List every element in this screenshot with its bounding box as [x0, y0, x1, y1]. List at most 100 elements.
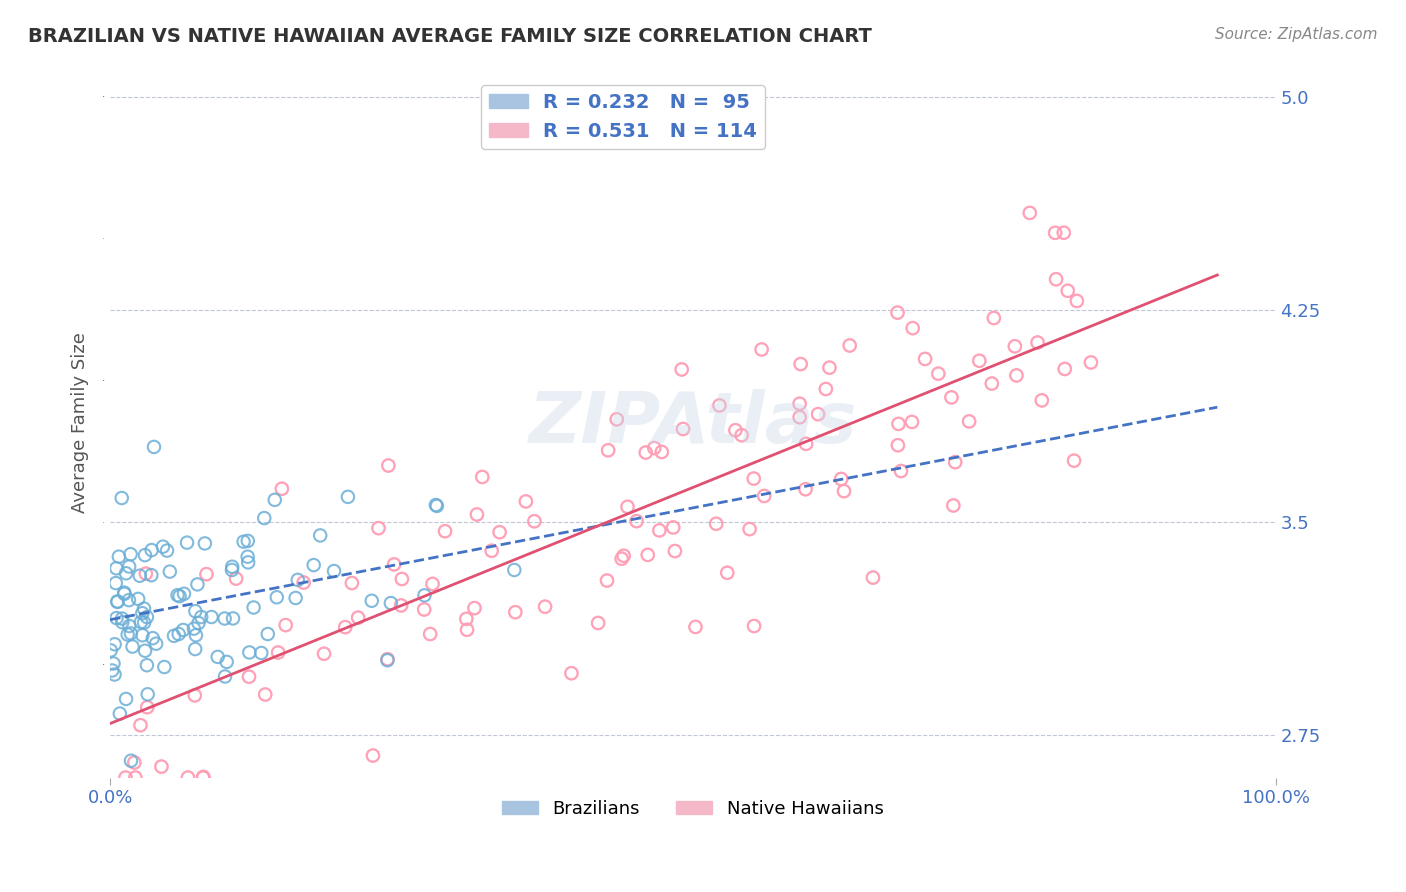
Point [505, 605, 527, 619]
Point [108, 706, 131, 721]
Point [426, 499, 449, 513]
Point [980, 376, 1002, 391]
Point [145, 637, 167, 651]
Point [1026, 335, 1049, 350]
Point [598, 443, 620, 458]
Point [488, 525, 510, 540]
Point [942, 499, 965, 513]
Point [789, 397, 811, 411]
Point [648, 524, 671, 538]
Point [914, 351, 936, 366]
Point [184, 689, 207, 703]
Point [742, 472, 765, 486]
Point [610, 551, 633, 566]
Point [377, 458, 399, 473]
Point [335, 620, 357, 634]
Point [1080, 355, 1102, 369]
Point [184, 628, 207, 642]
Point [789, 410, 811, 425]
Point [266, 591, 288, 605]
Point [1043, 226, 1066, 240]
Point [250, 646, 273, 660]
Point [862, 571, 884, 585]
Point [115, 566, 138, 581]
Point [284, 591, 307, 605]
Point [177, 771, 200, 785]
Point [253, 511, 276, 525]
Point [367, 521, 389, 535]
Point [193, 770, 215, 784]
Point [941, 391, 963, 405]
Point [1031, 393, 1053, 408]
Point [169, 589, 191, 603]
Point [1063, 453, 1085, 467]
Point [751, 343, 773, 357]
Point [685, 620, 707, 634]
Point [1004, 339, 1026, 353]
Point [124, 756, 146, 770]
Point [377, 458, 399, 473]
Point [419, 627, 441, 641]
Point [716, 566, 738, 580]
Point [534, 599, 557, 614]
Point [108, 549, 131, 564]
Point [1053, 362, 1076, 376]
Point [382, 558, 405, 572]
Point [738, 522, 761, 536]
Point [969, 353, 991, 368]
Point [187, 615, 209, 630]
Point [471, 470, 494, 484]
Point [637, 548, 659, 562]
Point [586, 615, 609, 630]
Point [238, 670, 260, 684]
Point [132, 601, 155, 615]
Point [610, 551, 633, 566]
Point [1066, 293, 1088, 308]
Point [347, 610, 370, 624]
Point [118, 619, 141, 633]
Point [312, 647, 335, 661]
Point [814, 382, 837, 396]
Point [503, 563, 526, 577]
Point [128, 568, 150, 582]
Point [515, 494, 537, 508]
Point [114, 771, 136, 785]
Point [754, 489, 776, 503]
Point [662, 520, 685, 534]
Point [742, 472, 765, 486]
Point [215, 655, 238, 669]
Point [129, 615, 152, 629]
Point [886, 305, 908, 319]
Point [634, 445, 657, 459]
Point [887, 438, 910, 452]
Point [957, 414, 980, 428]
Point [648, 524, 671, 538]
Point [150, 759, 173, 773]
Point [613, 549, 636, 563]
Point [596, 574, 619, 588]
Point [413, 602, 436, 616]
Point [724, 423, 747, 437]
Point [1018, 206, 1040, 220]
Point [419, 627, 441, 641]
Point [1045, 272, 1067, 286]
Point [136, 700, 159, 714]
Point [207, 649, 229, 664]
Point [832, 484, 855, 499]
Point [704, 516, 727, 531]
Point [135, 566, 157, 581]
Point [671, 362, 693, 376]
Point [807, 407, 830, 421]
Point [664, 544, 686, 558]
Point [1053, 226, 1076, 240]
Point [292, 575, 315, 590]
Point [969, 353, 991, 368]
Point [465, 508, 488, 522]
Point [586, 615, 609, 630]
Point [596, 574, 619, 588]
Point [195, 567, 218, 582]
Point [901, 321, 924, 335]
Point [637, 548, 659, 562]
Point [270, 482, 292, 496]
Point [626, 514, 648, 528]
